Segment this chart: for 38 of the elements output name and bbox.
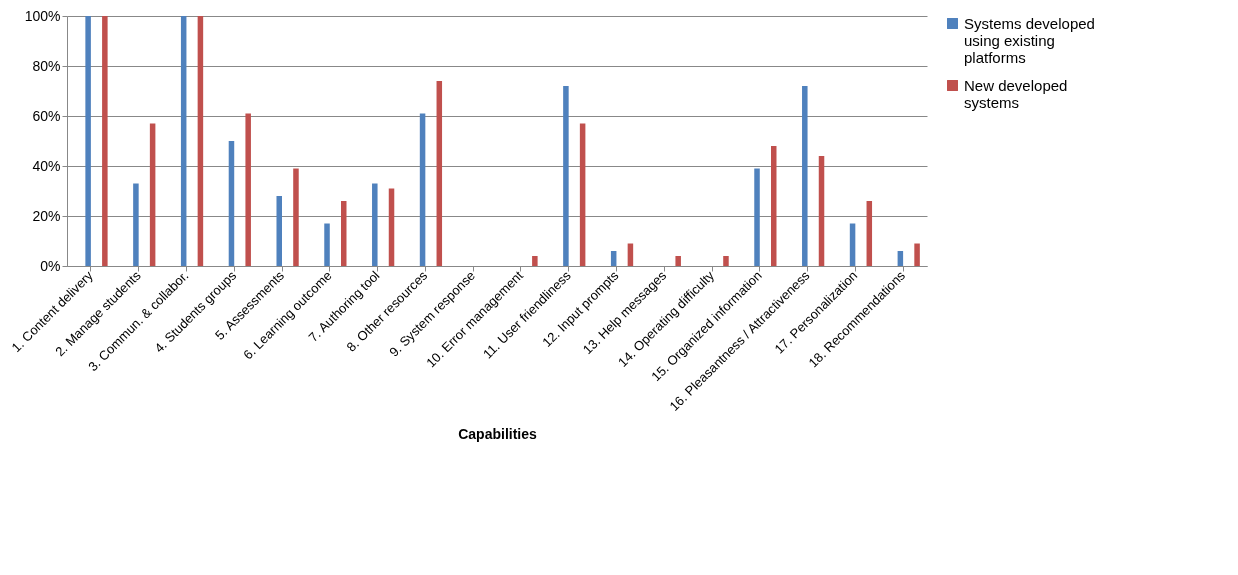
bar <box>228 141 235 266</box>
bar <box>436 81 443 266</box>
y-tick-label: 60% <box>32 107 61 124</box>
bar <box>675 256 681 266</box>
bar <box>723 256 729 266</box>
bar <box>866 201 873 266</box>
x-axis-title: Capabilities <box>458 426 537 443</box>
bar <box>754 168 760 266</box>
bar <box>532 256 538 266</box>
bar <box>245 113 251 266</box>
bar <box>419 113 426 266</box>
bar <box>276 196 282 266</box>
bar <box>579 123 586 266</box>
bar <box>293 168 299 266</box>
bar <box>914 243 920 266</box>
bar <box>324 223 330 266</box>
bar <box>197 16 204 266</box>
legend-label: New developed systems <box>964 76 1068 111</box>
bar <box>340 201 347 266</box>
bar <box>770 146 777 266</box>
bar <box>388 188 395 266</box>
bar <box>563 86 569 266</box>
legend-label: Systems developed using existing platforms <box>964 14 1095 66</box>
y-tick-label: 100% <box>24 7 61 24</box>
y-tick-label: 40% <box>32 157 61 174</box>
bar <box>818 156 825 266</box>
bar <box>802 86 808 266</box>
y-tick-label: 80% <box>32 57 61 74</box>
bar <box>897 251 904 266</box>
y-tick-label: 20% <box>32 207 61 224</box>
bar <box>149 123 156 266</box>
bar <box>133 183 139 266</box>
bar <box>610 251 617 266</box>
bar <box>102 16 108 266</box>
y-tick-label: 0% <box>40 257 61 274</box>
bar <box>372 183 378 266</box>
bar <box>85 16 91 266</box>
bar <box>180 16 187 266</box>
